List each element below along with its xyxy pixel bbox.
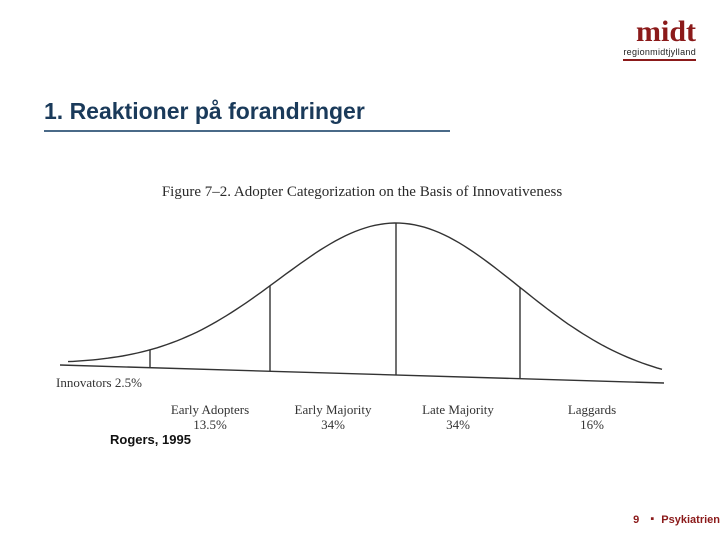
segment-label: Early Majority34% — [270, 403, 396, 433]
segment-pct: 16% — [520, 418, 664, 433]
segment-label: Laggards16% — [520, 403, 664, 433]
segment-name: Late Majority — [396, 403, 520, 418]
bell-curve-chart: Innovators 2.5% Early Adopters13.5%Early… — [60, 215, 664, 403]
segment-pct: 34% — [396, 418, 520, 433]
segment-pct: 2.5% — [115, 375, 142, 390]
chart-svg — [60, 215, 664, 403]
footer-bullet-icon: ▪ — [650, 513, 654, 525]
title-underline — [44, 130, 450, 132]
brand-logo: midt regionmidtjylland — [623, 18, 696, 61]
segment-pct: 34% — [270, 418, 396, 433]
segment-name: Laggards — [520, 403, 664, 418]
footer-text: Psykiatrien — [661, 514, 720, 526]
citation: Rogers, 1995 — [110, 432, 191, 447]
segment-name: Innovators — [56, 375, 112, 390]
segment-name: Early Adopters — [150, 403, 270, 418]
page-number: 9 — [633, 514, 639, 526]
segment-label-innovators: Innovators 2.5% — [56, 376, 142, 391]
logo-underline — [623, 59, 696, 61]
figure: Figure 7–2. Adopter Categorization on th… — [60, 184, 664, 403]
logo-wordmark: midt — [623, 18, 696, 45]
figure-caption: Figure 7–2. Adopter Categorization on th… — [60, 184, 664, 201]
segment-label: Late Majority34% — [396, 403, 520, 433]
segment-label: Early Adopters13.5% — [150, 403, 270, 433]
logo-subtitle: regionmidtjylland — [623, 47, 696, 57]
segment-pct: 13.5% — [150, 418, 270, 433]
footer: 9 ▪ Psykiatrien — [633, 514, 720, 526]
page-title: 1. Reaktioner på forandringer — [44, 98, 365, 125]
segment-name: Early Majority — [270, 403, 396, 418]
slide: midt regionmidtjylland 1. Reaktioner på … — [0, 0, 720, 540]
